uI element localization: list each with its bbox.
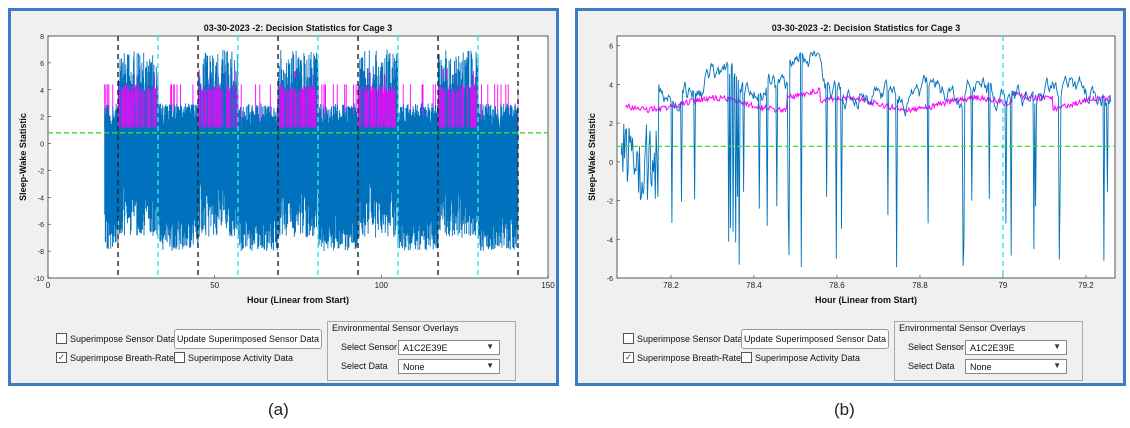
checkbox-box[interactable]: [623, 333, 634, 344]
y-tick-label: 0: [40, 142, 44, 149]
superimpose-activity-checkbox[interactable]: Superimpose Activity Data: [741, 352, 860, 363]
x-tick-label: 50: [210, 281, 219, 290]
checkbox-box[interactable]: [741, 352, 752, 363]
caption-a: (a): [268, 400, 289, 419]
group-title: Environmental Sensor Overlays: [899, 323, 1026, 333]
chart-a: 03-30-2023 -2: Decision Statistics for C…: [18, 23, 555, 305]
y-tick-label: -6: [607, 276, 613, 283]
y-tick-label: 6: [609, 44, 613, 51]
checkbox-box[interactable]: [56, 333, 67, 344]
y-tick-label: -6: [38, 222, 44, 229]
checkbox-label: Superimpose Activity Data: [755, 352, 861, 363]
y-tick-label: 8: [40, 34, 44, 41]
y-tick-label: -2: [607, 199, 613, 206]
x-tick-label: 79.2: [1078, 281, 1094, 290]
x-tick-label: 78.4: [746, 281, 762, 290]
y-tick-label: 4: [609, 82, 613, 89]
x-tick-label: 79: [998, 281, 1007, 290]
y-tick-label: -4: [607, 237, 613, 244]
superimpose-breath-checkbox[interactable]: ✓ Superimpose Breath-Rate: [56, 352, 174, 363]
y-axis-label: Sleep-Wake Statistic: [18, 113, 28, 201]
select-data-dropdown[interactable]: None ▼: [965, 359, 1067, 374]
superimpose-sensor-checkbox[interactable]: Superimpose Sensor Data: [56, 333, 176, 344]
x-tick-label: 78.6: [829, 281, 845, 290]
figure-window-a: 03-30-2023 -2: Decision Statistics for C…: [8, 8, 559, 386]
x-axis-label: Hour (Linear from Start): [247, 295, 349, 305]
superimpose-sensor-checkbox[interactable]: Superimpose Sensor Data: [623, 333, 743, 344]
env-sensor-group: Environmental Sensor Overlays Select Sen…: [327, 321, 516, 381]
select-sensor-value: A1C2E39E: [403, 342, 448, 353]
select-data-value: None: [403, 361, 425, 372]
select-data-value: None: [970, 361, 992, 372]
group-title: Environmental Sensor Overlays: [332, 323, 459, 333]
chevron-down-icon: ▼: [1053, 342, 1061, 351]
env-sensor-group: Environmental Sensor Overlays Select Sen…: [894, 321, 1083, 381]
superimpose-activity-checkbox[interactable]: Superimpose Activity Data: [174, 352, 293, 363]
checkbox-label: Superimpose Activity Data: [188, 352, 294, 363]
y-tick-label: -8: [38, 249, 44, 256]
checkbox-box[interactable]: ✓: [623, 352, 634, 363]
checkbox-label: Superimpose Breath-Rate: [70, 352, 175, 363]
checkbox-label: Superimpose Breath-Rate: [637, 352, 742, 363]
select-sensor-value: A1C2E39E: [970, 342, 1015, 353]
select-sensor-dropdown[interactable]: A1C2E39E ▼: [965, 340, 1067, 355]
statistic-series: [104, 49, 519, 252]
chart-b: 03-30-2023 -2: Decision Statistics for C…: [587, 23, 1116, 305]
update-sensor-button[interactable]: Update Superimposed Sensor Data: [174, 329, 322, 349]
y-tick-label: 2: [40, 115, 44, 122]
caption-b: (b): [834, 400, 855, 419]
chevron-down-icon: ▼: [486, 361, 494, 370]
select-data-label: Select Data: [908, 361, 955, 371]
chart-title: 03-30-2023 -2: Decision Statistics for C…: [204, 23, 393, 33]
breath-rate-overlay: [118, 84, 519, 128]
superimpose-breath-checkbox[interactable]: ✓ Superimpose Breath-Rate: [623, 352, 741, 363]
chart-title: 03-30-2023 -2: Decision Statistics for C…: [772, 23, 961, 33]
checkbox-label: Superimpose Sensor Data: [637, 333, 743, 344]
x-axis-label: Hour (Linear from Start): [815, 295, 917, 305]
x-tick-label: 0: [46, 281, 51, 290]
y-tick-label: -2: [38, 168, 44, 175]
update-sensor-button[interactable]: Update Superimposed Sensor Data: [741, 329, 889, 349]
y-tick-label: -4: [38, 195, 44, 202]
checkbox-label: Superimpose Sensor Data: [70, 333, 176, 344]
statistic-series: [620, 50, 1112, 268]
checkbox-box[interactable]: ✓: [56, 352, 67, 363]
x-tick-label: 150: [541, 281, 555, 290]
figure-window-b: 03-30-2023 -2: Decision Statistics for C…: [575, 8, 1126, 386]
select-data-label: Select Data: [341, 361, 388, 371]
checkbox-box[interactable]: [174, 352, 185, 363]
plot-area: [616, 35, 1116, 279]
y-tick-label: 2: [609, 121, 613, 128]
y-tick-label: 0: [609, 160, 613, 167]
select-sensor-label: Select Sensor: [341, 342, 398, 352]
x-tick-label: 100: [375, 281, 389, 290]
select-sensor-label: Select Sensor: [908, 342, 965, 352]
y-tick-label: 4: [40, 88, 44, 95]
y-tick-label: -10: [34, 276, 44, 283]
x-tick-label: 78.2: [663, 281, 679, 290]
x-tick-label: 78.8: [912, 281, 928, 290]
chevron-down-icon: ▼: [486, 342, 494, 351]
chevron-down-icon: ▼: [1053, 361, 1061, 370]
y-axis-label: Sleep-Wake Statistic: [587, 113, 597, 201]
select-data-dropdown[interactable]: None ▼: [398, 359, 500, 374]
y-tick-label: 6: [40, 61, 44, 68]
select-sensor-dropdown[interactable]: A1C2E39E ▼: [398, 340, 500, 355]
